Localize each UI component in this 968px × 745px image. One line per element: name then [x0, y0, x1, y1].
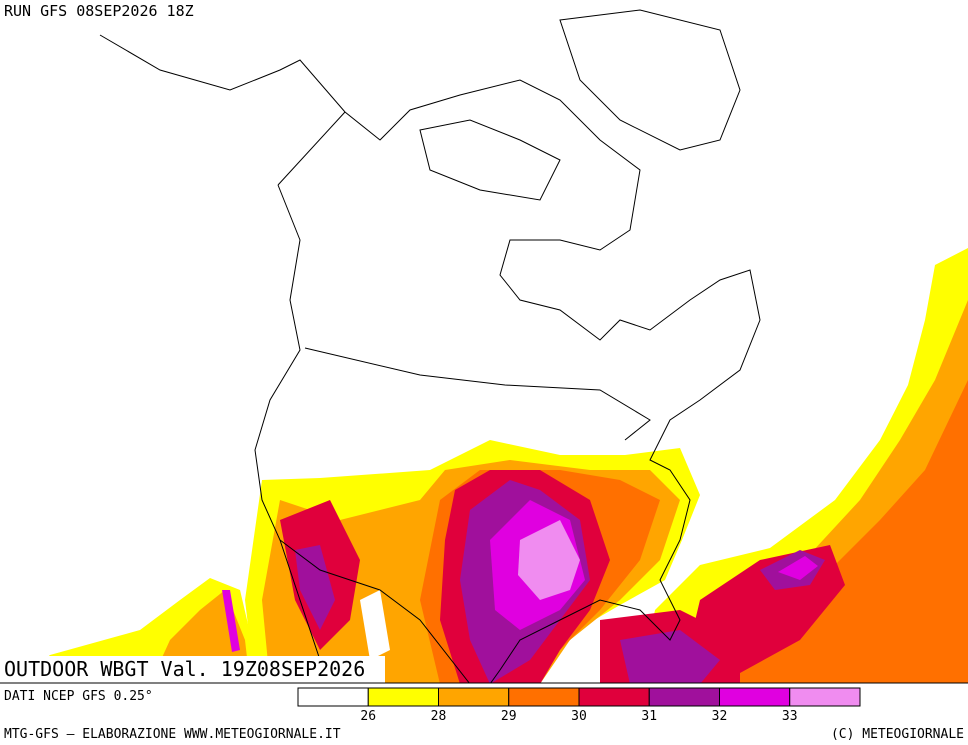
legend-tick-label: 33	[782, 709, 798, 724]
source-label: DATI NCEP GFS 0.25°	[4, 689, 153, 704]
legend-tick-label: 30	[571, 709, 587, 724]
title-bg	[0, 656, 385, 684]
legend-tick-label: 31	[641, 709, 657, 724]
legend-swatch	[367, 687, 439, 707]
legend-tick-label: 29	[501, 709, 517, 724]
footer-right: (C) METEOGIORNALE	[831, 727, 964, 742]
legend-swatch	[438, 687, 510, 707]
legend-swatch	[648, 687, 720, 707]
legend-swatch	[508, 687, 580, 707]
footer-left: MTG-GFS – ELABORAZIONE WWW.METEOGIORNALE…	[4, 727, 341, 742]
legend-tick-label: 32	[712, 709, 728, 724]
legend-tick-label: 26	[360, 709, 376, 724]
legend-swatch	[789, 687, 861, 707]
run-label: RUN GFS 08SEP2026 18Z	[4, 2, 194, 20]
legend-swatch	[578, 687, 650, 707]
map-field	[15, 248, 968, 684]
legend-swatch	[297, 687, 369, 707]
color-legend: 26 28 29 30 31 32 33	[297, 687, 861, 724]
legend-tick-label: 28	[431, 709, 447, 724]
legend-swatch	[719, 687, 791, 707]
map-title: OUTDOOR WBGT Val. 19Z08SEP2026	[4, 657, 365, 681]
coastlines	[99, 9, 761, 685]
